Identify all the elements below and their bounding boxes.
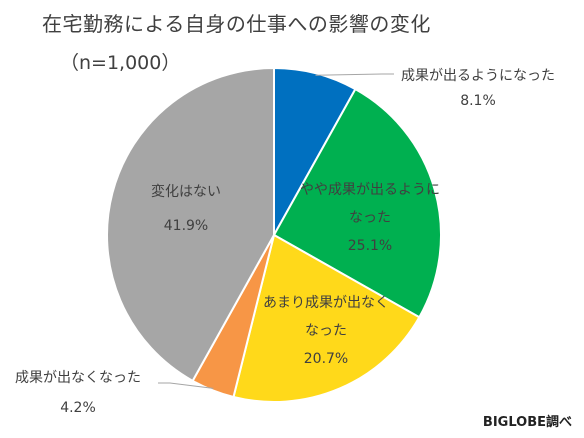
slice-category-label: やや成果が出るように [300, 182, 440, 198]
slice-category-label: あまり成果が出なく [263, 295, 389, 311]
pie-slice-5 [106, 66, 275, 383]
source-credit: BIGLOBE調べ [482, 415, 572, 430]
slice-value-label: 41.9% [164, 218, 208, 234]
slice-label-5: 変化はない 41.9% [151, 183, 221, 234]
leader-line-1 [315, 73, 394, 76]
slice-category-label: 成果が出なくなった [15, 370, 141, 386]
slice-value-label: 4.2% [60, 400, 96, 416]
slice-label-1: 成果が出るようになった 8.1% [401, 68, 555, 109]
slice-value-label: 8.1% [460, 93, 496, 109]
slice-label-4: 成果が出なくなった 4.2% [15, 370, 141, 416]
slice-value-label: 25.1% [348, 238, 392, 254]
pie-slice-3 [232, 233, 421, 403]
chart-subtitle: （n=1,000） [60, 52, 181, 74]
slice-category-label: 変化はない [151, 183, 221, 200]
pie-slices [106, 66, 442, 403]
slice-category-label: なった [305, 323, 347, 339]
pie-slice-2 [272, 87, 442, 319]
slice-category-label: なった [349, 210, 391, 226]
chart-title: 在宅勤務による自身の仕事への影響の変化 [42, 12, 431, 36]
slice-value-label: 20.7% [304, 351, 348, 367]
leader-line-4 [158, 382, 214, 389]
slice-category-label: 成果が出るようになった [401, 68, 555, 84]
